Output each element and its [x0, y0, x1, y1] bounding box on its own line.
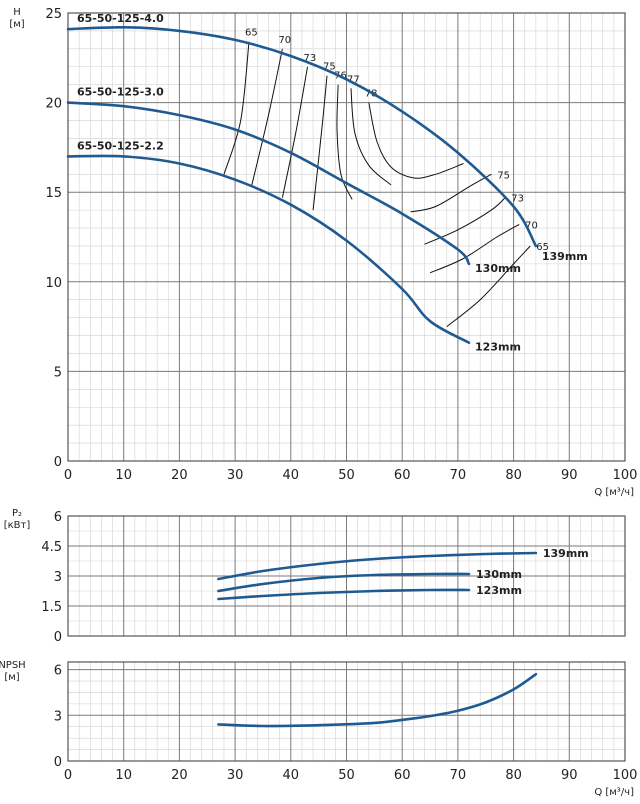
efficiency-label: 70: [525, 220, 538, 231]
series-line: [217, 588, 471, 601]
series-name-label: 65-50-125-4.0: [77, 12, 164, 25]
head-curve-panel: 0 5 10 15 20 25 0 10 20 30 40 50 60 70 80 90 100 H[м] Q [м…: [9, 7, 637, 498]
series: 139mm 130mm 123mm: [217, 547, 589, 601]
efficiency-curve: [410, 173, 492, 213]
y-axis-label: P₂: [12, 508, 22, 519]
series: [217, 672, 538, 728]
x-tick-label: 50: [338, 468, 355, 483]
efficiency-label: 77: [347, 74, 360, 85]
y-tick-label: 15: [45, 186, 62, 201]
series-line: [217, 551, 538, 581]
x-tick-label: 20: [171, 468, 188, 483]
series-line: [66, 154, 471, 344]
plot-frame: [67, 515, 626, 637]
x-tick-label: 10: [115, 768, 132, 783]
x-tick-label: 0: [64, 768, 72, 783]
grid: [67, 662, 626, 762]
series-name-label: 65-50-125-3.0: [77, 86, 164, 99]
efficiency-curve: [368, 102, 464, 179]
x-tick-label: 20: [171, 768, 188, 783]
x-tick-label: 50: [338, 768, 355, 783]
x-tick-label: 80: [505, 468, 522, 483]
series-line: [66, 101, 471, 266]
efficiency-curve: [281, 66, 308, 198]
y-tick-label: 3: [54, 570, 62, 585]
y-tick-label: 10: [45, 276, 62, 291]
x-tick-label: 0: [64, 468, 72, 483]
x-tick-label: 60: [394, 768, 411, 783]
efficiency-curve: [429, 224, 520, 274]
y-tick-label: 1.5: [41, 600, 62, 615]
series-end-label: 139mm: [543, 547, 589, 560]
y-axis-label: [кВт]: [4, 520, 31, 531]
y-tick-label: 5: [54, 365, 62, 380]
efficiency-curve: [312, 75, 328, 211]
efficiency-label: 78: [365, 89, 378, 100]
x-tick-label: 30: [227, 768, 244, 783]
efficiency-label: 70: [278, 35, 291, 46]
efficiency-label: 65: [245, 28, 258, 39]
y-tick-label: 3: [54, 709, 62, 724]
x-tick-label: 60: [394, 468, 411, 483]
x-tick-label: 100: [613, 768, 638, 783]
diameter-label: 123mm: [475, 341, 521, 354]
efficiency-label: 75: [323, 62, 336, 73]
efficiency-label: 73: [511, 194, 524, 205]
y-tick-label: 25: [45, 7, 62, 22]
efficiency-curve: [251, 48, 283, 186]
y-tick-label: 6: [54, 510, 62, 525]
efficiency-curve: [446, 245, 531, 327]
efficiency-label: 75: [497, 170, 510, 181]
power-curve-panel: 0 1.5 3 4.5 6 P₂[кВт] 139mm 130mm 123mm: [4, 508, 626, 645]
x-axis-label: Q [м³/ч]: [594, 787, 634, 798]
x-tick-label: 100: [613, 468, 638, 483]
series: 65-50-125-4.0 139mm 65-50-125-3.0 130mm 65-5…: [66, 12, 588, 354]
series-end-label: 130mm: [476, 568, 522, 581]
y-axis-label: [м]: [4, 672, 19, 683]
efficiency-label: 73: [304, 53, 317, 64]
x-axis-label: Q [м³/ч]: [594, 487, 634, 498]
series-end-label: 123mm: [476, 584, 522, 597]
y-axis-label: H: [13, 7, 21, 18]
x-tick-label: 40: [283, 468, 300, 483]
efficiency-curve: [223, 41, 250, 175]
y-tick-label: 0: [54, 755, 62, 770]
efficiency-curve: [350, 88, 392, 186]
series-line: [217, 572, 471, 593]
y-tick-label: 0: [54, 630, 62, 645]
efficiency-curve: [336, 84, 353, 200]
y-tick-label: 4.5: [41, 540, 62, 555]
x-tick-label: 70: [450, 768, 467, 783]
x-tick-label: 40: [283, 768, 300, 783]
x-tick-label: 70: [450, 468, 467, 483]
y-tick-label: 20: [45, 97, 62, 112]
efficiency-label: 65: [536, 242, 549, 253]
y-axis-label: [м]: [9, 19, 24, 30]
series-name-label: 65-50-125-2.2: [77, 139, 164, 152]
y-tick-label: 0: [54, 455, 62, 470]
plot-frame: [67, 12, 626, 462]
plot-frame: [67, 661, 626, 762]
x-tick-label: 10: [115, 468, 132, 483]
x-tick-label: 90: [561, 468, 578, 483]
y-axis-label: NPSH: [0, 660, 26, 671]
x-tick-label: 30: [227, 468, 244, 483]
diameter-label: 139mm: [542, 250, 588, 263]
x-tick-label: 90: [561, 768, 578, 783]
series-line: [66, 25, 538, 248]
series-line: [217, 672, 538, 728]
x-tick-label: 80: [505, 768, 522, 783]
efficiency-curve: [424, 197, 506, 245]
y-tick-label: 6: [54, 664, 62, 679]
diameter-label: 130mm: [475, 262, 521, 275]
